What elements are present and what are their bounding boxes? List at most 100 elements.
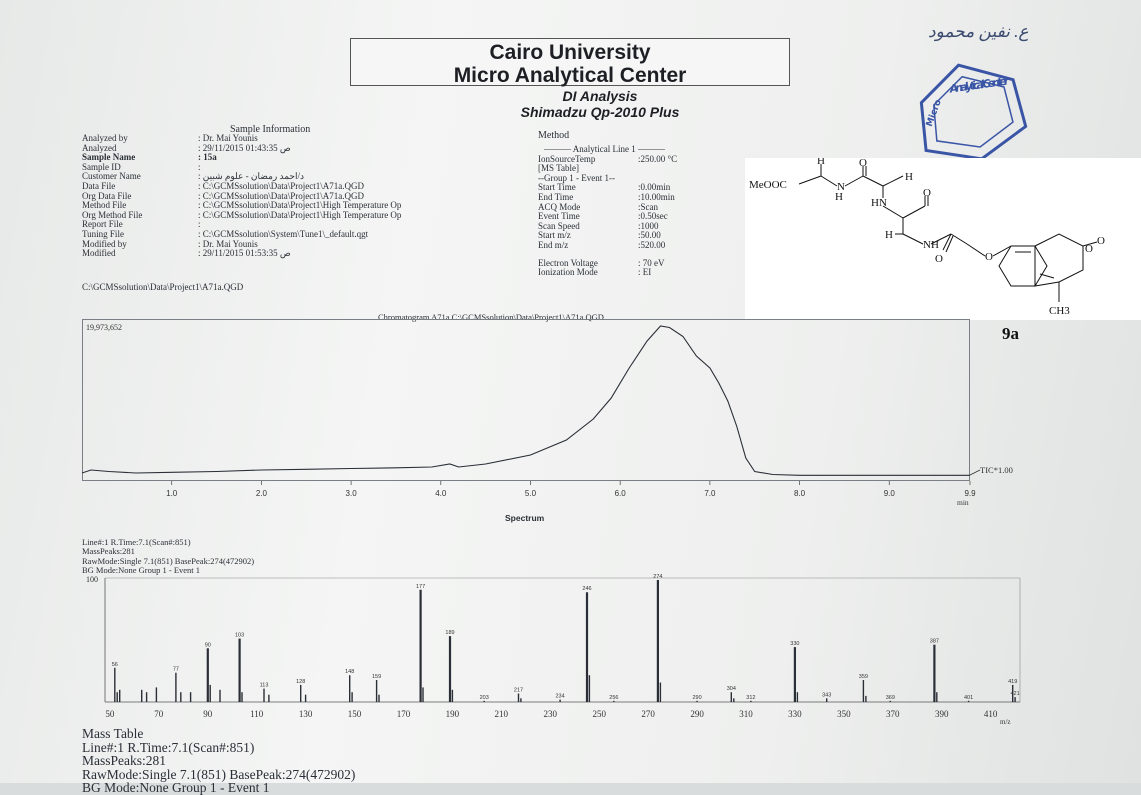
info-row: Sample ID: (82, 161, 401, 173)
spectrum-x-tick-label: 310 (739, 709, 753, 719)
info-key: Modified by (82, 238, 127, 249)
spectrum-ymax-label: 100 (86, 575, 98, 584)
method-value: :50.00 (638, 230, 661, 241)
method-row: ACQ Mode :Scan (538, 201, 678, 213)
spectrum-x-tick-label: 70 (154, 709, 164, 719)
spectrum-info-line: RawMode:Single 7.1(851) BasePeak:274(472… (82, 555, 255, 566)
method-key: ACQ Mode (538, 201, 581, 212)
mass-table-line: RawMode:Single 7.1(851) BasePeak:274(472… (82, 766, 356, 782)
spectrum-x-tick-label: 250 (592, 709, 606, 719)
mass-table-line: Mass Table (82, 726, 144, 741)
atom-ch3: CH3 (1049, 305, 1070, 317)
spectrum-peak-label: 387 (930, 639, 939, 645)
method-key: [MS Table] (538, 163, 579, 174)
chromatogram-x-tick-label: 6.0 (615, 489, 627, 498)
spectrum-peak-label: 148 (345, 669, 354, 675)
chemical-structure-panel: MeOOC H O N H H HN O NH H O O O O CH3 (745, 155, 1141, 320)
chromatogram-x-tick-label: 3.0 (346, 489, 358, 498)
spectrum-peak-label: 304 (727, 686, 736, 692)
report-title-line-1: Cairo University (489, 41, 651, 64)
spectrum-peak-label: 103 (235, 633, 244, 639)
chromatogram-x-tick-label: 1.0 (166, 489, 178, 498)
method-row: End m/z :520.00 (538, 239, 678, 251)
spectrum-peak-label: 290 (693, 695, 702, 701)
method-key: End m/z (538, 239, 569, 250)
spectrum-peak-label: 330 (790, 641, 799, 647)
info-value: : Dr. Mai Younis (198, 133, 258, 143)
info-value: : C:\GCMSsolution\System\Tune1\_default.… (198, 228, 369, 239)
chemical-structure-drawing: MeOOC H O N H H HN O NH H O O O O CH3 (749, 155, 1105, 317)
data-file-path: C:\GCMSsolution\Data\Project1\A71a.QGD (82, 282, 244, 292)
method-key: --Group 1 - Event 1-- (538, 172, 615, 183)
atom-hn: HN (871, 197, 887, 209)
spectrum-x-tick-label: 50 (105, 709, 115, 719)
atom-o: O (859, 158, 867, 169)
method-value: :1000 (638, 220, 659, 231)
info-key: Org Data File (82, 190, 132, 201)
atom-o: O (1097, 235, 1105, 247)
spectrum-x-tick-label: 90 (203, 709, 213, 719)
method-key: Electron Voltage (538, 257, 598, 268)
spectrum-peak-label: 217 (514, 688, 523, 694)
method-row: Start Time:0.00min (538, 183, 678, 193)
spectrum-x-tick-label: 350 (837, 709, 851, 719)
spectrum-x-tick-label: 150 (348, 709, 362, 719)
info-key: Data File (82, 180, 116, 191)
spectrum-peak-label: 246 (582, 586, 591, 592)
atom-o: O (923, 187, 931, 199)
report-subtitle-line-2: Shimadzu Qp-2010 Plus (520, 104, 680, 120)
method-value: :Scan (638, 201, 658, 212)
info-key: Report File (82, 219, 123, 230)
spectrum-peak-label: 343 (822, 692, 831, 698)
spectrum-peak-label: 312 (746, 695, 755, 701)
report-title-box: Cairo University Micro Analytical Center (350, 38, 790, 87)
mass-table-line: BG Mode:None Group 1 - Event 1 (82, 780, 270, 795)
method-row: [MS Table] (538, 164, 678, 174)
info-value: : C:\GCMSsolution\Data\Project1\A71a.QGD (198, 190, 364, 201)
atom-h: H (817, 158, 825, 167)
info-row: Modified: 29/11/2015 01:53:35 ص (82, 249, 401, 259)
info-value: : 15a (198, 152, 217, 163)
atom-h: H (905, 171, 913, 183)
method-value: :0.00min (638, 182, 671, 193)
compound-label: 9a (1002, 324, 1019, 343)
atom-meooc: MeOOC (749, 179, 787, 191)
sample-info-title: Sample Information (230, 124, 311, 135)
center-stamp: Analytical Center Micro (919, 63, 1028, 161)
method-value: :520.00 (638, 239, 666, 250)
spectrum-title: Spectrum (505, 513, 545, 523)
spectrum-peak-label: 128 (296, 679, 305, 685)
method-value: : 70 eV (638, 257, 665, 268)
spectrum-peak-label: 77 (173, 667, 179, 673)
chromatogram-title: Chromatogram A71a C:\GCMSsolution\Data\P… (378, 312, 604, 322)
method-value: :10.00min (638, 191, 675, 202)
sample-info-block: Analyzed by: Dr. Mai Younis Analyzed: 29… (82, 133, 401, 259)
spectrum-x-tick-label: 290 (690, 709, 704, 719)
method-key: Ionization Mode (538, 267, 598, 278)
spectrum-peak-label: 256 (609, 695, 618, 701)
spectrum-peak-label: 177 (416, 584, 425, 590)
mass-table-block: Mass Table Line#:1 R.Time:7.1(Scan#:851)… (82, 727, 355, 795)
info-value: : د/احمد رمضان - علوم شبين (198, 171, 304, 182)
atom-h: H (885, 229, 893, 241)
spectrum-info-line: MassPeaks:281 (82, 546, 135, 557)
info-row: Report File: (82, 220, 401, 230)
spectrum-peak-label: 113 (260, 683, 269, 689)
spectrum-x-tick-label: 230 (544, 709, 558, 719)
info-key: Sample ID (82, 161, 121, 172)
info-row: Analyzed: 29/11/2015 01:43:35 ص (82, 142, 401, 154)
report-subtitle: DI Analysis Shimadzu Qp-2010 Plus (440, 88, 760, 120)
info-key: Modified (82, 248, 116, 259)
spectrum-xlabel: m/z (1000, 718, 1011, 726)
handwritten-signature: ع. نفين محمود (928, 22, 1029, 41)
atom-n: N (837, 181, 845, 193)
info-value: : Dr. Mai Younis (198, 238, 258, 249)
spectrum-x-tick-label: 330 (788, 709, 802, 719)
method-row: Start m/z:50.00 (538, 231, 678, 241)
info-key: Analyzed (82, 142, 117, 153)
info-row: Data File: C:\GCMSsolution\Data\Project1… (82, 180, 401, 192)
spectrum-x-tick-label: 130 (299, 709, 313, 719)
atom-o: O (935, 253, 943, 265)
info-key: Customer Name (82, 171, 141, 182)
